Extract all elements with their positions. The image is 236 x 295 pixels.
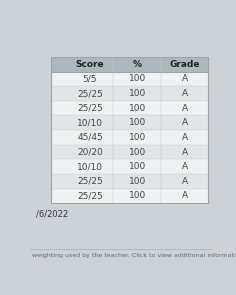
Text: 100: 100 [129,177,146,186]
Text: A: A [181,89,188,98]
Text: 100: 100 [129,89,146,98]
Text: 100: 100 [129,133,146,142]
Text: 100: 100 [129,148,146,157]
Bar [51,189,208,203]
Text: weighting used by the teacher. Click to view additional information o: weighting used by the teacher. Click to … [32,253,236,258]
Text: A: A [181,191,188,200]
Text: %: % [133,60,142,69]
Text: 5/5: 5/5 [83,74,97,83]
Bar [51,72,208,86]
Bar [51,115,208,130]
Text: A: A [181,162,188,171]
Text: 25/25: 25/25 [77,104,103,113]
Text: 100: 100 [129,191,146,200]
Text: 25/25: 25/25 [77,89,103,98]
Text: 25/25: 25/25 [77,191,103,200]
Text: Score: Score [76,60,104,69]
Text: 45/45: 45/45 [77,133,103,142]
Text: A: A [181,118,188,127]
Bar [51,57,208,72]
Text: A: A [181,74,188,83]
Bar [51,145,208,159]
Text: 20/20: 20/20 [77,148,103,157]
Bar [51,174,208,189]
Bar [51,130,208,145]
Text: 100: 100 [129,162,146,171]
Bar [51,101,208,115]
Text: A: A [181,104,188,113]
Text: 100: 100 [129,104,146,113]
Bar [51,86,208,101]
Text: A: A [181,177,188,186]
Text: 100: 100 [129,74,146,83]
Bar [51,159,208,174]
Text: A: A [181,148,188,157]
Text: Grade: Grade [169,60,200,69]
Text: 10/10: 10/10 [77,118,103,127]
Text: /6/2022: /6/2022 [36,209,68,218]
Text: 100: 100 [129,118,146,127]
Text: 10/10: 10/10 [77,162,103,171]
Text: 25/25: 25/25 [77,177,103,186]
Text: A: A [181,133,188,142]
